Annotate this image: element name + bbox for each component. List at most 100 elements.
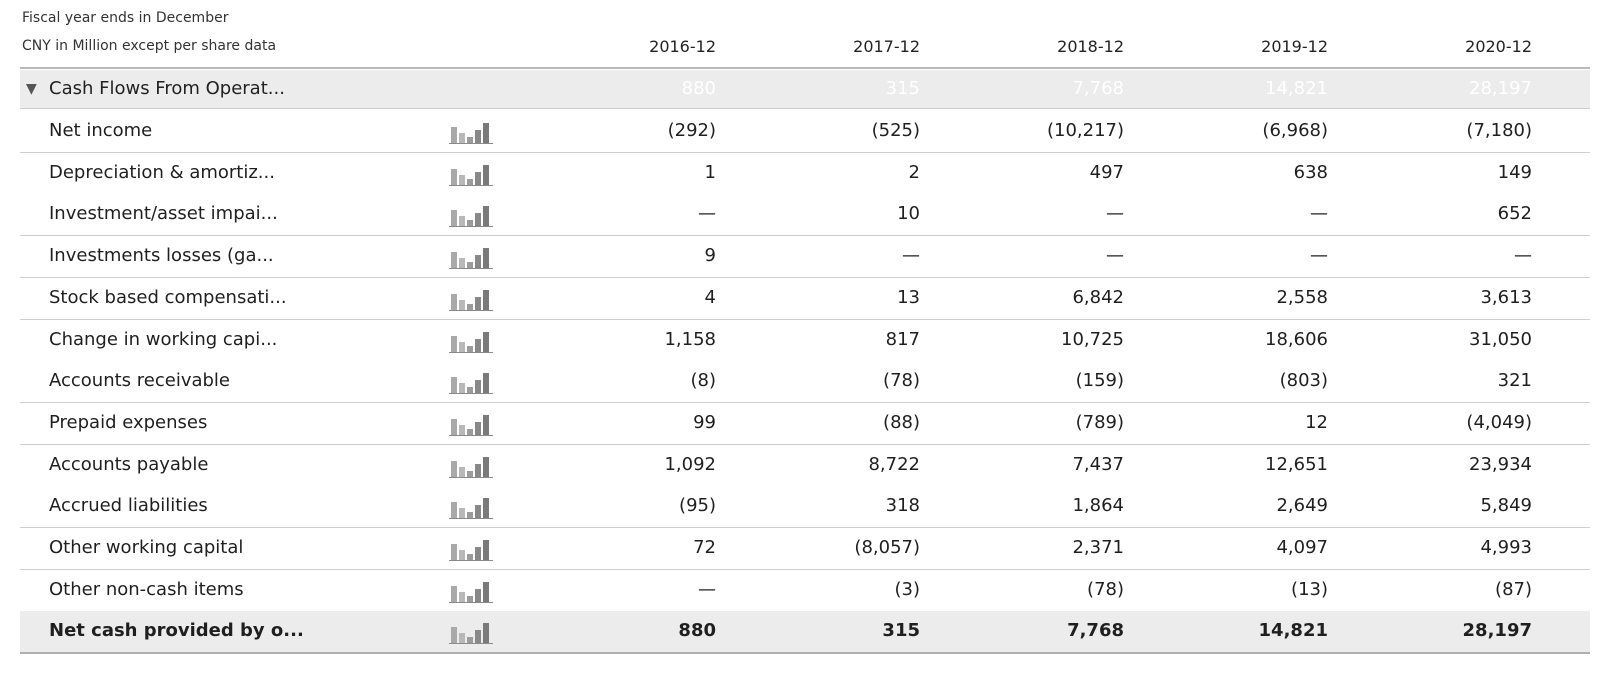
table-cell: 7,437 xyxy=(1072,453,1124,475)
row-label: Other non-cash items xyxy=(49,578,244,600)
mini-bar-chart-icon[interactable] xyxy=(449,330,493,353)
row-label: Investment/asset impai... xyxy=(49,203,278,225)
table-cell: 7,768 xyxy=(1067,620,1124,642)
table-row: Investments losses (ga... 9 — — — — xyxy=(20,236,1590,279)
table-cell: 9 xyxy=(704,245,716,267)
table-cell: — xyxy=(1106,245,1124,267)
table-cell: (803) xyxy=(1279,370,1328,392)
table-cell: 2,371 xyxy=(1072,537,1124,558)
column-header-year: 2016-12 xyxy=(649,37,716,56)
row-label: Net income xyxy=(49,120,153,141)
table-cell: 497 xyxy=(1089,161,1124,183)
table-cell: 18,606 xyxy=(1265,328,1328,350)
table-cell: (87) xyxy=(1495,578,1532,600)
mini-bar-chart-icon[interactable] xyxy=(449,204,493,228)
table-row: Other working capital 72 (8,057) 2,371 4,097… xyxy=(20,528,1590,570)
table-cell: 23,934 xyxy=(1469,453,1532,475)
table-cell: 638 xyxy=(1293,161,1328,183)
table-cell: (159) xyxy=(1075,370,1124,392)
table-cell: 8,722 xyxy=(868,453,920,475)
column-header-year: 2020-12 xyxy=(1465,37,1532,56)
table-cell: (13) xyxy=(1291,578,1328,600)
row-label: Stock based compensati... xyxy=(49,286,287,308)
table-cell: — xyxy=(698,203,716,225)
table-cell: (78) xyxy=(883,370,920,392)
section-value: 880 xyxy=(681,78,716,99)
table-cell: (88) xyxy=(883,411,920,433)
table-cell: 3,613 xyxy=(1480,286,1532,308)
table-cell: 652 xyxy=(1497,203,1532,225)
table-cell: 149 xyxy=(1497,161,1532,183)
table-cell: 10,725 xyxy=(1061,328,1124,350)
table-cell: 4,097 xyxy=(1276,537,1328,558)
row-label: Accounts receivable xyxy=(49,370,231,392)
mini-bar-chart-icon[interactable] xyxy=(449,621,493,645)
mini-bar-chart-icon[interactable] xyxy=(449,121,493,144)
table-cell: — xyxy=(698,578,716,600)
table-row: Other non-cash items — (3) (78) (13) (87) xyxy=(20,569,1590,612)
table-cell: (6,968) xyxy=(1262,120,1328,141)
table-cell: 72 xyxy=(693,537,716,558)
column-header-year: 2018-12 xyxy=(1057,37,1124,56)
table-cell: (10,217) xyxy=(1046,120,1124,141)
table-cell: 2,649 xyxy=(1276,495,1328,517)
section-value: 7,768 xyxy=(1072,78,1124,99)
table-cell: — xyxy=(902,245,920,267)
table-cell: (292) xyxy=(667,120,716,141)
mini-bar-chart-icon[interactable] xyxy=(449,163,493,186)
table-cell: 1,092 xyxy=(664,453,716,475)
mini-bar-chart-icon[interactable] xyxy=(449,538,493,561)
section-label[interactable]: Cash Flows From Operat... xyxy=(49,78,285,99)
section-header-operating-cash-flows[interactable]: ▼ Cash Flows From Operat... 880 315 7,76… xyxy=(20,70,1590,109)
table-row: Prepaid expenses 99 (88) (789) 12 (4,049) xyxy=(20,402,1590,445)
mini-bar-chart-icon[interactable] xyxy=(449,288,493,311)
table-cell: (3) xyxy=(894,578,921,600)
table-row: Accrued liabilities (95) 318 1,864 2,649 5,84… xyxy=(20,486,1590,529)
table-cell: 817 xyxy=(885,328,920,350)
table-cell: — xyxy=(1310,203,1328,225)
table-cell: 315 xyxy=(882,620,920,642)
row-label: Depreciation & amortiz... xyxy=(49,161,275,183)
mini-bar-chart-icon[interactable] xyxy=(449,413,493,436)
row-label: Accounts payable xyxy=(49,453,209,475)
mini-bar-chart-icon[interactable] xyxy=(449,496,493,520)
table-cell: 5,849 xyxy=(1480,495,1532,517)
mini-bar-chart-icon[interactable] xyxy=(449,371,493,395)
fiscal-year-note: Fiscal year ends in December xyxy=(22,10,229,26)
section-value: 14,821 xyxy=(1265,78,1328,99)
table-cell: 1,158 xyxy=(664,328,716,350)
table-row: Depreciation & amortiz... 1 2 497 638 149 xyxy=(20,152,1590,195)
table-row: Accounts payable 1,092 8,722 7,437 12,651 23,… xyxy=(20,444,1590,487)
table-cell: 880 xyxy=(678,620,716,642)
table-cell: 99 xyxy=(693,411,716,433)
mini-bar-chart-icon[interactable] xyxy=(449,580,493,603)
row-label: Other working capital xyxy=(49,537,244,558)
table-cell: 10 xyxy=(897,203,920,225)
table-cell: 4 xyxy=(704,286,716,308)
table-cell: (78) xyxy=(1087,578,1124,600)
table-cell: 318 xyxy=(885,495,920,517)
table-cell: 6,842 xyxy=(1072,286,1124,308)
row-label: Accrued liabilities xyxy=(49,495,208,517)
triangle-down-icon[interactable]: ▼ xyxy=(26,81,37,97)
mini-bar-chart-icon[interactable] xyxy=(449,246,493,270)
table-cell: (525) xyxy=(871,120,920,141)
row-label: Prepaid expenses xyxy=(49,411,208,433)
table-cell: 12 xyxy=(1305,411,1328,433)
table-cell: 28,197 xyxy=(1462,620,1532,642)
row-label: Change in working capi... xyxy=(49,328,278,350)
table-cell: 31,050 xyxy=(1469,328,1532,350)
table-cell: 13 xyxy=(897,286,920,308)
table-row: Investment/asset impai... — 10 — — 652 xyxy=(20,194,1590,237)
table-cell: (7,180) xyxy=(1466,120,1532,141)
table-cell: (789) xyxy=(1075,411,1124,433)
column-header-year: 2017-12 xyxy=(853,37,920,56)
table-cell: — xyxy=(1106,203,1124,225)
currency-note: CNY in Million except per share data xyxy=(22,38,277,54)
table-row: Stock based compensati... 4 13 6,842 2,558 3,… xyxy=(20,277,1590,320)
table-header: Fiscal year ends in December CNY in Mill… xyxy=(0,0,1600,69)
row-label: Investments losses (ga... xyxy=(49,245,274,267)
table-cell: — xyxy=(1310,245,1328,267)
mini-bar-chart-icon[interactable] xyxy=(449,455,493,478)
table-row: Net income (292) (525) (10,217) (6,968) (7,18… xyxy=(20,111,1590,153)
